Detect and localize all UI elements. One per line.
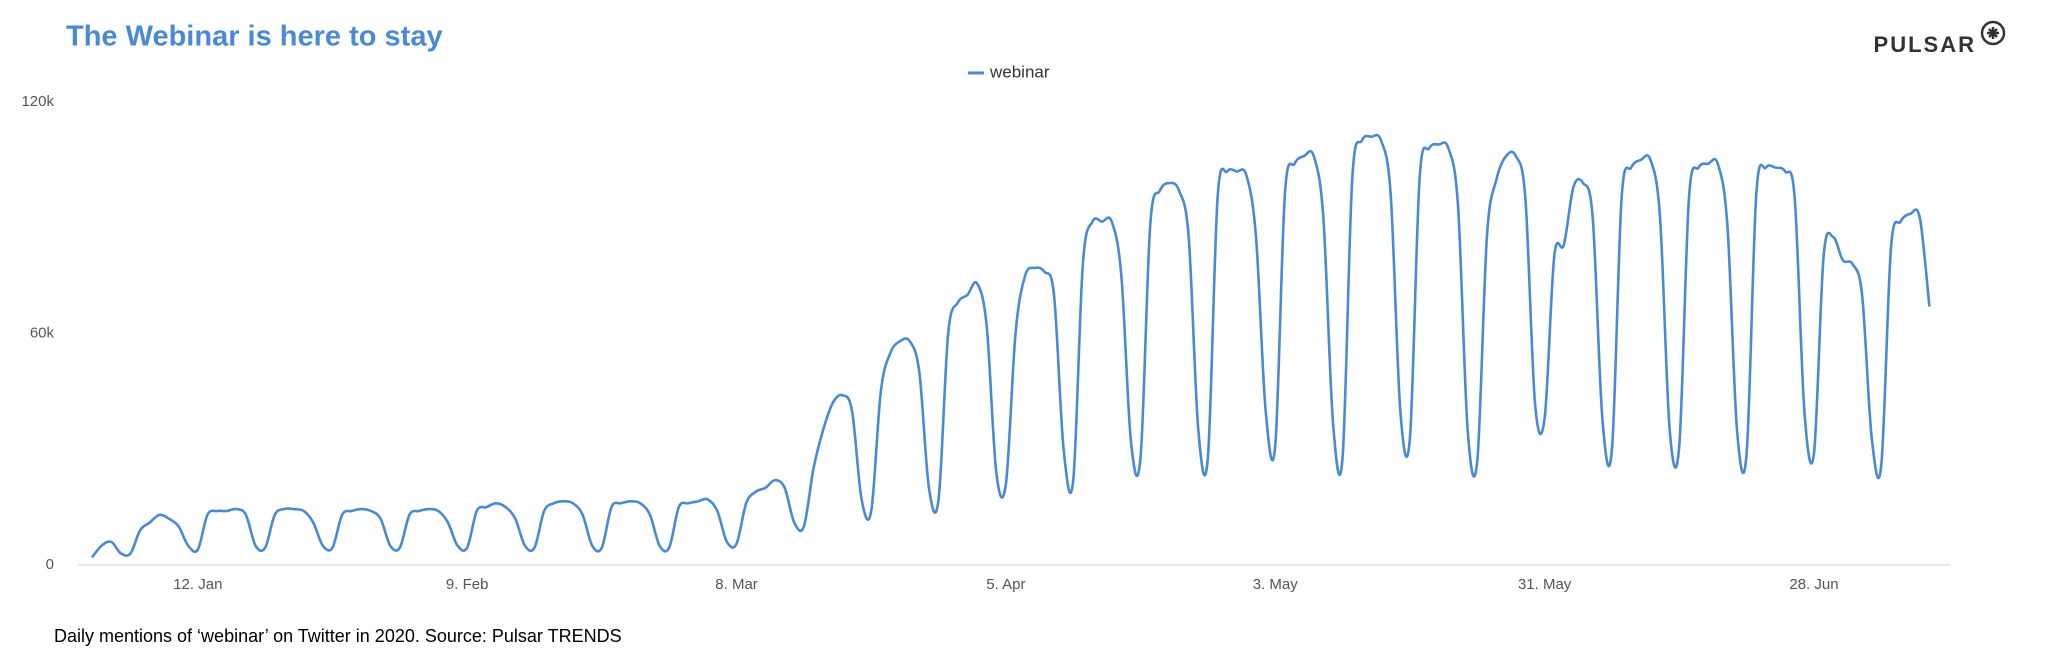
x-tick-label: 9. Feb: [446, 576, 489, 593]
x-tick-label: 28. Jun: [1789, 576, 1838, 593]
y-tick-label: 0: [46, 556, 54, 573]
x-tick-label: 3. May: [1253, 576, 1299, 593]
legend-label: webinar: [989, 62, 1050, 81]
y-tick-label: 120k: [21, 93, 54, 110]
chart-title: The Webinar is here to stay: [66, 21, 443, 53]
logo-icon: [1980, 20, 2006, 46]
x-tick-label: 12. Jan: [173, 576, 222, 593]
caption: Daily mentions of ‘webinar’ on Twitter i…: [54, 626, 622, 646]
logo: PULSAR: [1874, 32, 1976, 57]
x-tick-label: 31. May: [1518, 576, 1572, 593]
x-tick-label: 5. Apr: [986, 576, 1025, 593]
x-tick-label: 8. Mar: [715, 576, 758, 593]
data-line: [90, 133, 1931, 559]
y-tick-label: 60k: [30, 324, 55, 341]
